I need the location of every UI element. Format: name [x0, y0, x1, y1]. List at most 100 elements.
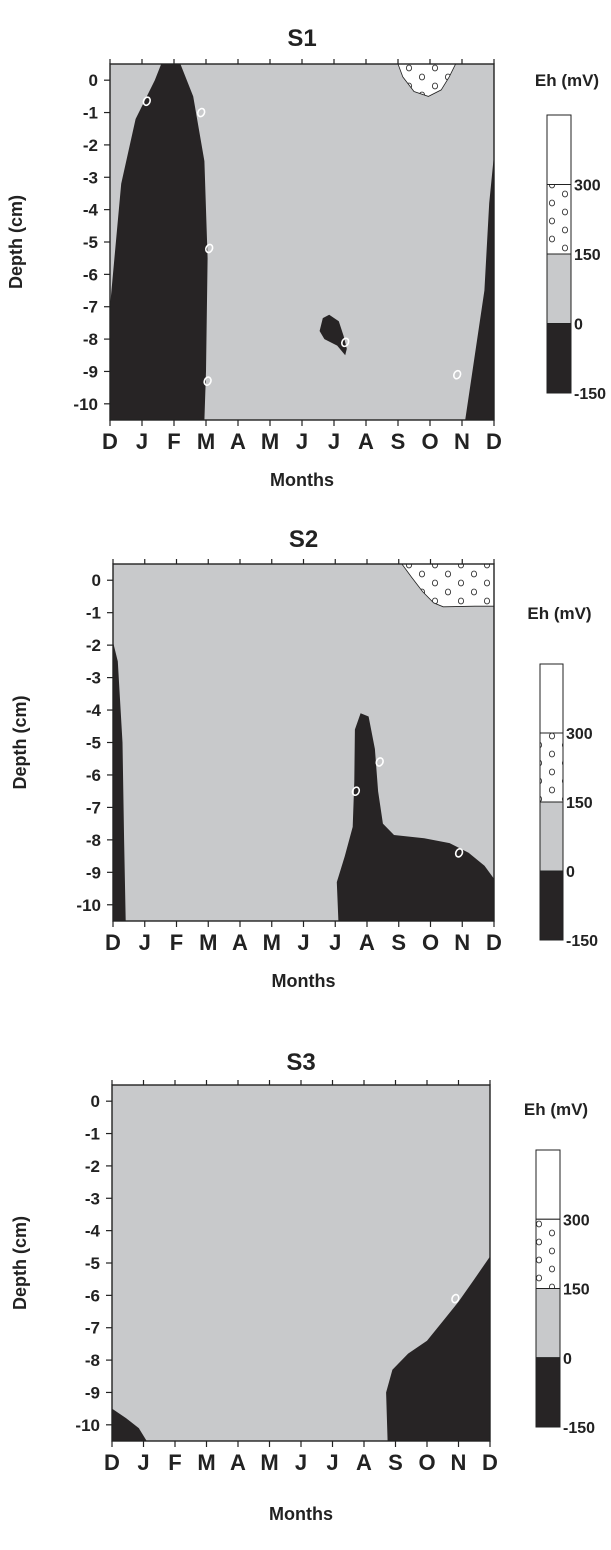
- y-tick-label: -10: [75, 1416, 100, 1435]
- x-tick-label: N: [451, 1450, 467, 1475]
- y-tick-label: -3: [85, 1189, 100, 1208]
- contour-label: [142, 96, 152, 107]
- y-tick-label: -5: [83, 233, 98, 252]
- contour-panel-s2: S2 0 -1 -2 -3 -4 -5 -6 -7 -8 -9 -10 D J F M A M J J A S O N D Mon…: [0, 515, 611, 1025]
- y-axis-label: Depth (cm): [6, 195, 26, 289]
- legend-title: Eh (mV): [527, 604, 591, 623]
- legend-level-label: 150: [574, 247, 601, 264]
- x-tick-label: M: [263, 930, 281, 955]
- legend-swatch: [546, 323, 572, 394]
- x-tick-label: A: [356, 1450, 372, 1475]
- x-tick-label: J: [328, 429, 340, 454]
- legend-swatch: [546, 253, 572, 324]
- x-tick-label: D: [105, 930, 121, 955]
- y-axis-label: Depth (cm): [10, 1216, 30, 1310]
- contour-label: [196, 107, 206, 118]
- x-tick-label: M: [199, 930, 217, 955]
- legend-swatch: [539, 801, 564, 872]
- x-tick-label: M: [261, 429, 279, 454]
- legend-level-label: -150: [574, 386, 606, 403]
- contour-label: [452, 369, 462, 380]
- y-tick-label: -9: [85, 1383, 100, 1402]
- x-tick-label: M: [197, 429, 215, 454]
- y-tick-label: -6: [86, 766, 101, 785]
- contour-region: [397, 64, 457, 97]
- legend-level-label: 0: [563, 1351, 572, 1368]
- y-tick-label: -8: [83, 330, 98, 349]
- contour-label: [375, 757, 384, 767]
- x-axis-label: Months: [272, 971, 336, 991]
- legend-swatch: [539, 732, 564, 803]
- x-tick-label: J: [139, 930, 151, 955]
- legend-swatch: [546, 114, 572, 185]
- x-tick-label: J: [297, 930, 309, 955]
- legend-level-label: 300: [566, 726, 593, 743]
- x-tick-label: O: [422, 930, 439, 955]
- legend-level-label: 0: [574, 317, 583, 334]
- contour-panel-s3: S3 0 -1 -2 -3 -4 -5 -6 -7 -8 -9 -10 D J F M A M J J A S O N D Mon…: [0, 1030, 611, 1545]
- x-tick-label: S: [391, 429, 406, 454]
- contour-region: [319, 314, 347, 356]
- x-tick-label: J: [295, 1450, 307, 1475]
- y-tick-label: -1: [83, 104, 98, 123]
- y-tick-label: -10: [73, 395, 98, 414]
- y-tick-label: -8: [86, 831, 101, 850]
- y-tick-label: -2: [83, 136, 98, 155]
- contour-region: [336, 713, 494, 921]
- x-tick-label: A: [230, 1450, 246, 1475]
- legend-level-label: -150: [563, 1420, 595, 1437]
- x-tick-label: A: [232, 930, 248, 955]
- contour-region: [113, 641, 126, 921]
- x-tick-label: M: [260, 1450, 278, 1475]
- contour-label: [454, 848, 464, 858]
- y-tick-label: -1: [85, 1125, 100, 1144]
- contour-chart-s3: S30-1-2-3-4-5-6-7-8-9-10D J F M A M J J A S O N DMon…: [10, 1049, 595, 1524]
- x-tick-label: F: [168, 1450, 181, 1475]
- legend-level-label: 300: [563, 1212, 590, 1229]
- contour-region: [401, 564, 494, 608]
- x-axis-label: Months: [269, 1504, 333, 1524]
- x-tick-label: N: [454, 429, 470, 454]
- contour-label: [351, 786, 361, 797]
- contour-chart-s1: S10-1-2-3-4-5-6-7-8-9-10D J F M A M J J A S O N DMon…: [6, 25, 606, 490]
- y-tick-label: -6: [83, 265, 98, 284]
- legend-swatch: [535, 1149, 561, 1220]
- legend-level-label: -150: [566, 933, 598, 950]
- x-tick-label: M: [197, 1450, 215, 1475]
- x-tick-label: S: [388, 1450, 403, 1475]
- x-tick-label: J: [329, 930, 341, 955]
- legend-swatch: [546, 184, 572, 255]
- y-tick-label: -3: [83, 168, 98, 187]
- legend-swatch: [535, 1218, 561, 1289]
- x-tick-label: J: [326, 1450, 338, 1475]
- y-tick-label: -10: [76, 896, 101, 915]
- legend-title: Eh (mV): [535, 71, 599, 90]
- x-tick-label: D: [486, 429, 502, 454]
- x-tick-label: J: [137, 1450, 149, 1475]
- contour-panel-s1: S1 0 -1 -2 -3 -4 -5 -6 -7 -8 -9 -10 D J F M A M J J A S O N D Mon…: [0, 0, 611, 500]
- y-tick-label: 0: [91, 1092, 100, 1111]
- y-tick-label: 0: [89, 71, 98, 90]
- x-tick-label: S: [391, 930, 406, 955]
- contour-label: [204, 243, 214, 254]
- x-tick-label: A: [359, 930, 375, 955]
- legend-level-label: 0: [566, 864, 575, 881]
- y-tick-label: -9: [83, 362, 98, 381]
- x-tick-label: D: [482, 1450, 498, 1475]
- x-tick-label: F: [170, 930, 183, 955]
- y-tick-label: -2: [86, 636, 101, 655]
- y-tick-label: -3: [86, 669, 101, 688]
- contour-label: [203, 376, 212, 387]
- x-tick-label: A: [230, 429, 246, 454]
- y-tick-label: -7: [85, 1319, 100, 1338]
- x-tick-label: D: [486, 930, 502, 955]
- contour-region: [465, 154, 494, 420]
- x-tick-label: A: [358, 429, 374, 454]
- legend-level-label: 150: [566, 795, 593, 812]
- contour-region: [110, 64, 208, 420]
- contour-label: [340, 337, 350, 348]
- x-tick-label: O: [421, 429, 438, 454]
- contour-region: [386, 1256, 490, 1441]
- chart-title: S3: [286, 1049, 315, 1076]
- legend-level-label: 150: [563, 1282, 590, 1299]
